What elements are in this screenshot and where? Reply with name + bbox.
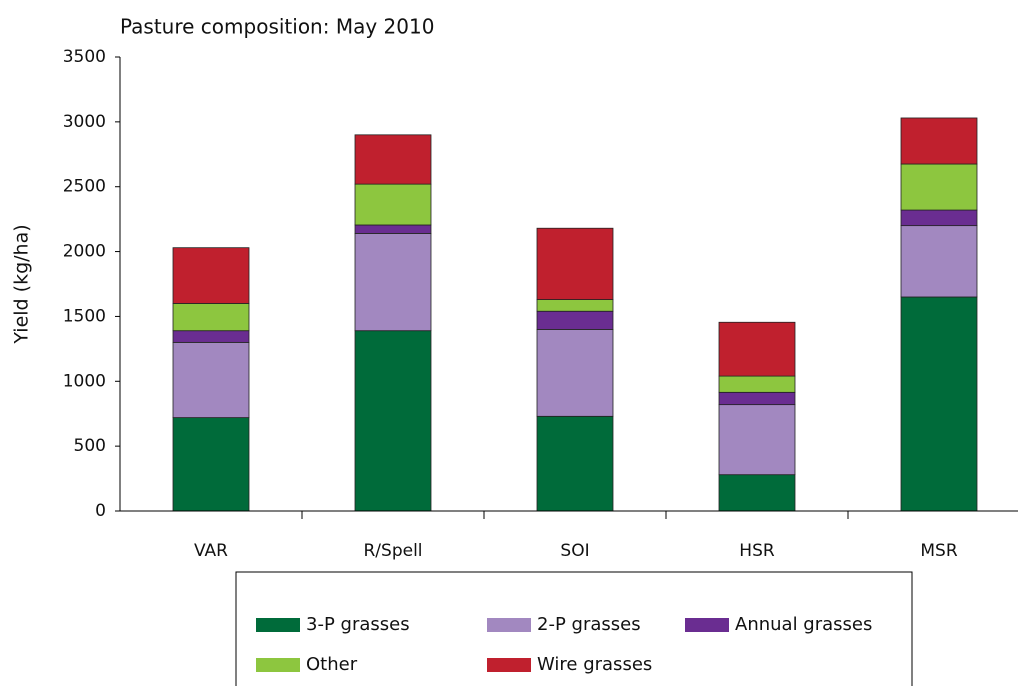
y-tick-label: 500: [74, 436, 106, 456]
bar-segment: [536, 310, 614, 330]
bar-segment: [718, 375, 796, 393]
legend-label: Other: [306, 654, 358, 675]
bar-segment: [172, 417, 250, 512]
bar-segment: [900, 163, 978, 211]
x-tick-label: SOI: [560, 541, 589, 561]
bar-segment: [900, 225, 978, 298]
bar-segment: [536, 328, 614, 417]
bar-segment: [354, 224, 432, 234]
bar-segment: [536, 227, 614, 300]
bar-segment: [354, 183, 432, 226]
bar-segment: [900, 117, 978, 165]
bar-segment: [718, 391, 796, 406]
bar-segment: [900, 296, 978, 512]
legend-swatch: [256, 618, 300, 632]
y-tick-label: 0: [95, 501, 106, 521]
legend-swatch: [256, 658, 300, 672]
bar-segment: [718, 404, 796, 476]
legend-swatch: [685, 618, 729, 632]
bar-segment: [172, 341, 250, 419]
y-tick-label: 2500: [63, 177, 106, 197]
bar-segment: [718, 474, 796, 512]
y-tick-label: 3500: [63, 47, 106, 67]
bar-segment: [536, 299, 614, 312]
x-tick-label: HSR: [739, 541, 775, 561]
chart-title: Pasture composition: May 2010: [120, 15, 434, 39]
bar-segment: [172, 303, 250, 332]
bar-segment: [536, 415, 614, 512]
legend-label: Annual grasses: [735, 614, 872, 635]
bar-segment: [718, 321, 796, 377]
legend-label: Wire grasses: [537, 654, 652, 675]
legend-swatch: [487, 658, 531, 672]
legend-swatch: [487, 618, 531, 632]
legend-box: [235, 571, 913, 686]
y-axis-label: Yield (kg/ha): [11, 224, 33, 344]
bar-segment: [900, 209, 978, 227]
x-tick-label: R/Spell: [363, 541, 422, 561]
bar-segment: [172, 247, 250, 304]
bar-segment: [354, 233, 432, 332]
y-tick-label: 2000: [63, 242, 106, 262]
y-tick-label: 3000: [63, 112, 106, 132]
y-tick-label: 1500: [63, 306, 106, 326]
legend-label: 2-P grasses: [537, 614, 641, 635]
x-tick-label: MSR: [920, 541, 957, 561]
bar-segment: [172, 330, 250, 343]
x-tick-label: VAR: [194, 541, 228, 561]
bar-segment: [354, 330, 432, 512]
bar-segment: [354, 134, 432, 185]
y-tick-label: 1000: [63, 371, 106, 391]
legend-label: 3-P grasses: [306, 614, 410, 635]
